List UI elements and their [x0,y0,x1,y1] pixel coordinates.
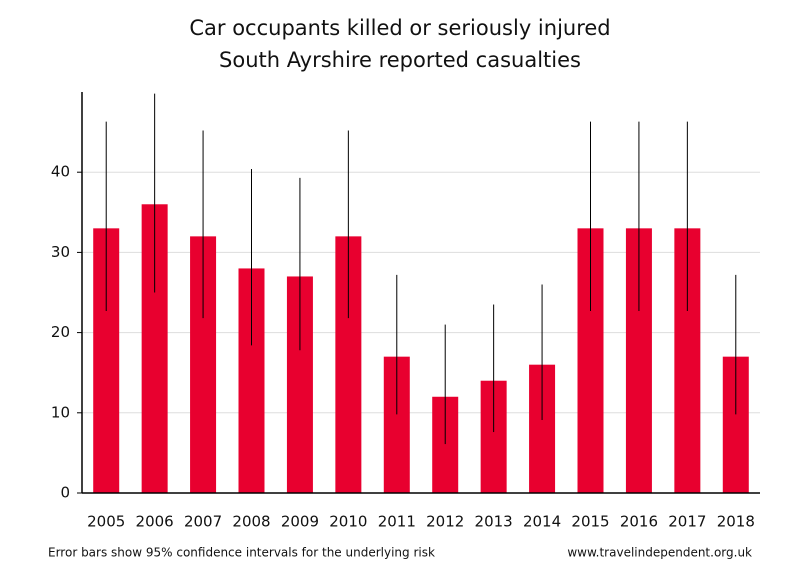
source: www.travelindependent.org.uk [567,546,752,560]
x-tick-label: 2010 [329,513,367,531]
x-tick-label: 2011 [378,513,416,531]
y-tick-label: 40 [51,163,70,181]
x-tick-label: 2018 [717,513,755,531]
chart-title: Car occupants killed or seriously injure… [189,16,610,40]
y-tick-label: 0 [60,484,70,502]
x-tick-label: 2009 [281,513,319,531]
x-tick-label: 2006 [136,513,174,531]
x-tick-label: 2008 [232,513,270,531]
x-tick-label: 2007 [184,513,222,531]
x-tick-label: 2005 [87,513,125,531]
x-tick-label: 2017 [668,513,706,531]
chart-subtitle: South Ayrshire reported casualties [219,48,581,72]
y-tick-label: 20 [51,323,70,341]
y-tick-label: 10 [51,403,70,421]
x-tick-label: 2016 [620,513,658,531]
y-tick-label: 30 [51,243,70,261]
x-tick-label: 2012 [426,513,464,531]
x-tick-label: 2015 [571,513,609,531]
x-tick-label: 2014 [523,513,561,531]
x-tick-label: 2013 [475,513,513,531]
note: Error bars show 95% confidence intervals… [48,546,435,560]
